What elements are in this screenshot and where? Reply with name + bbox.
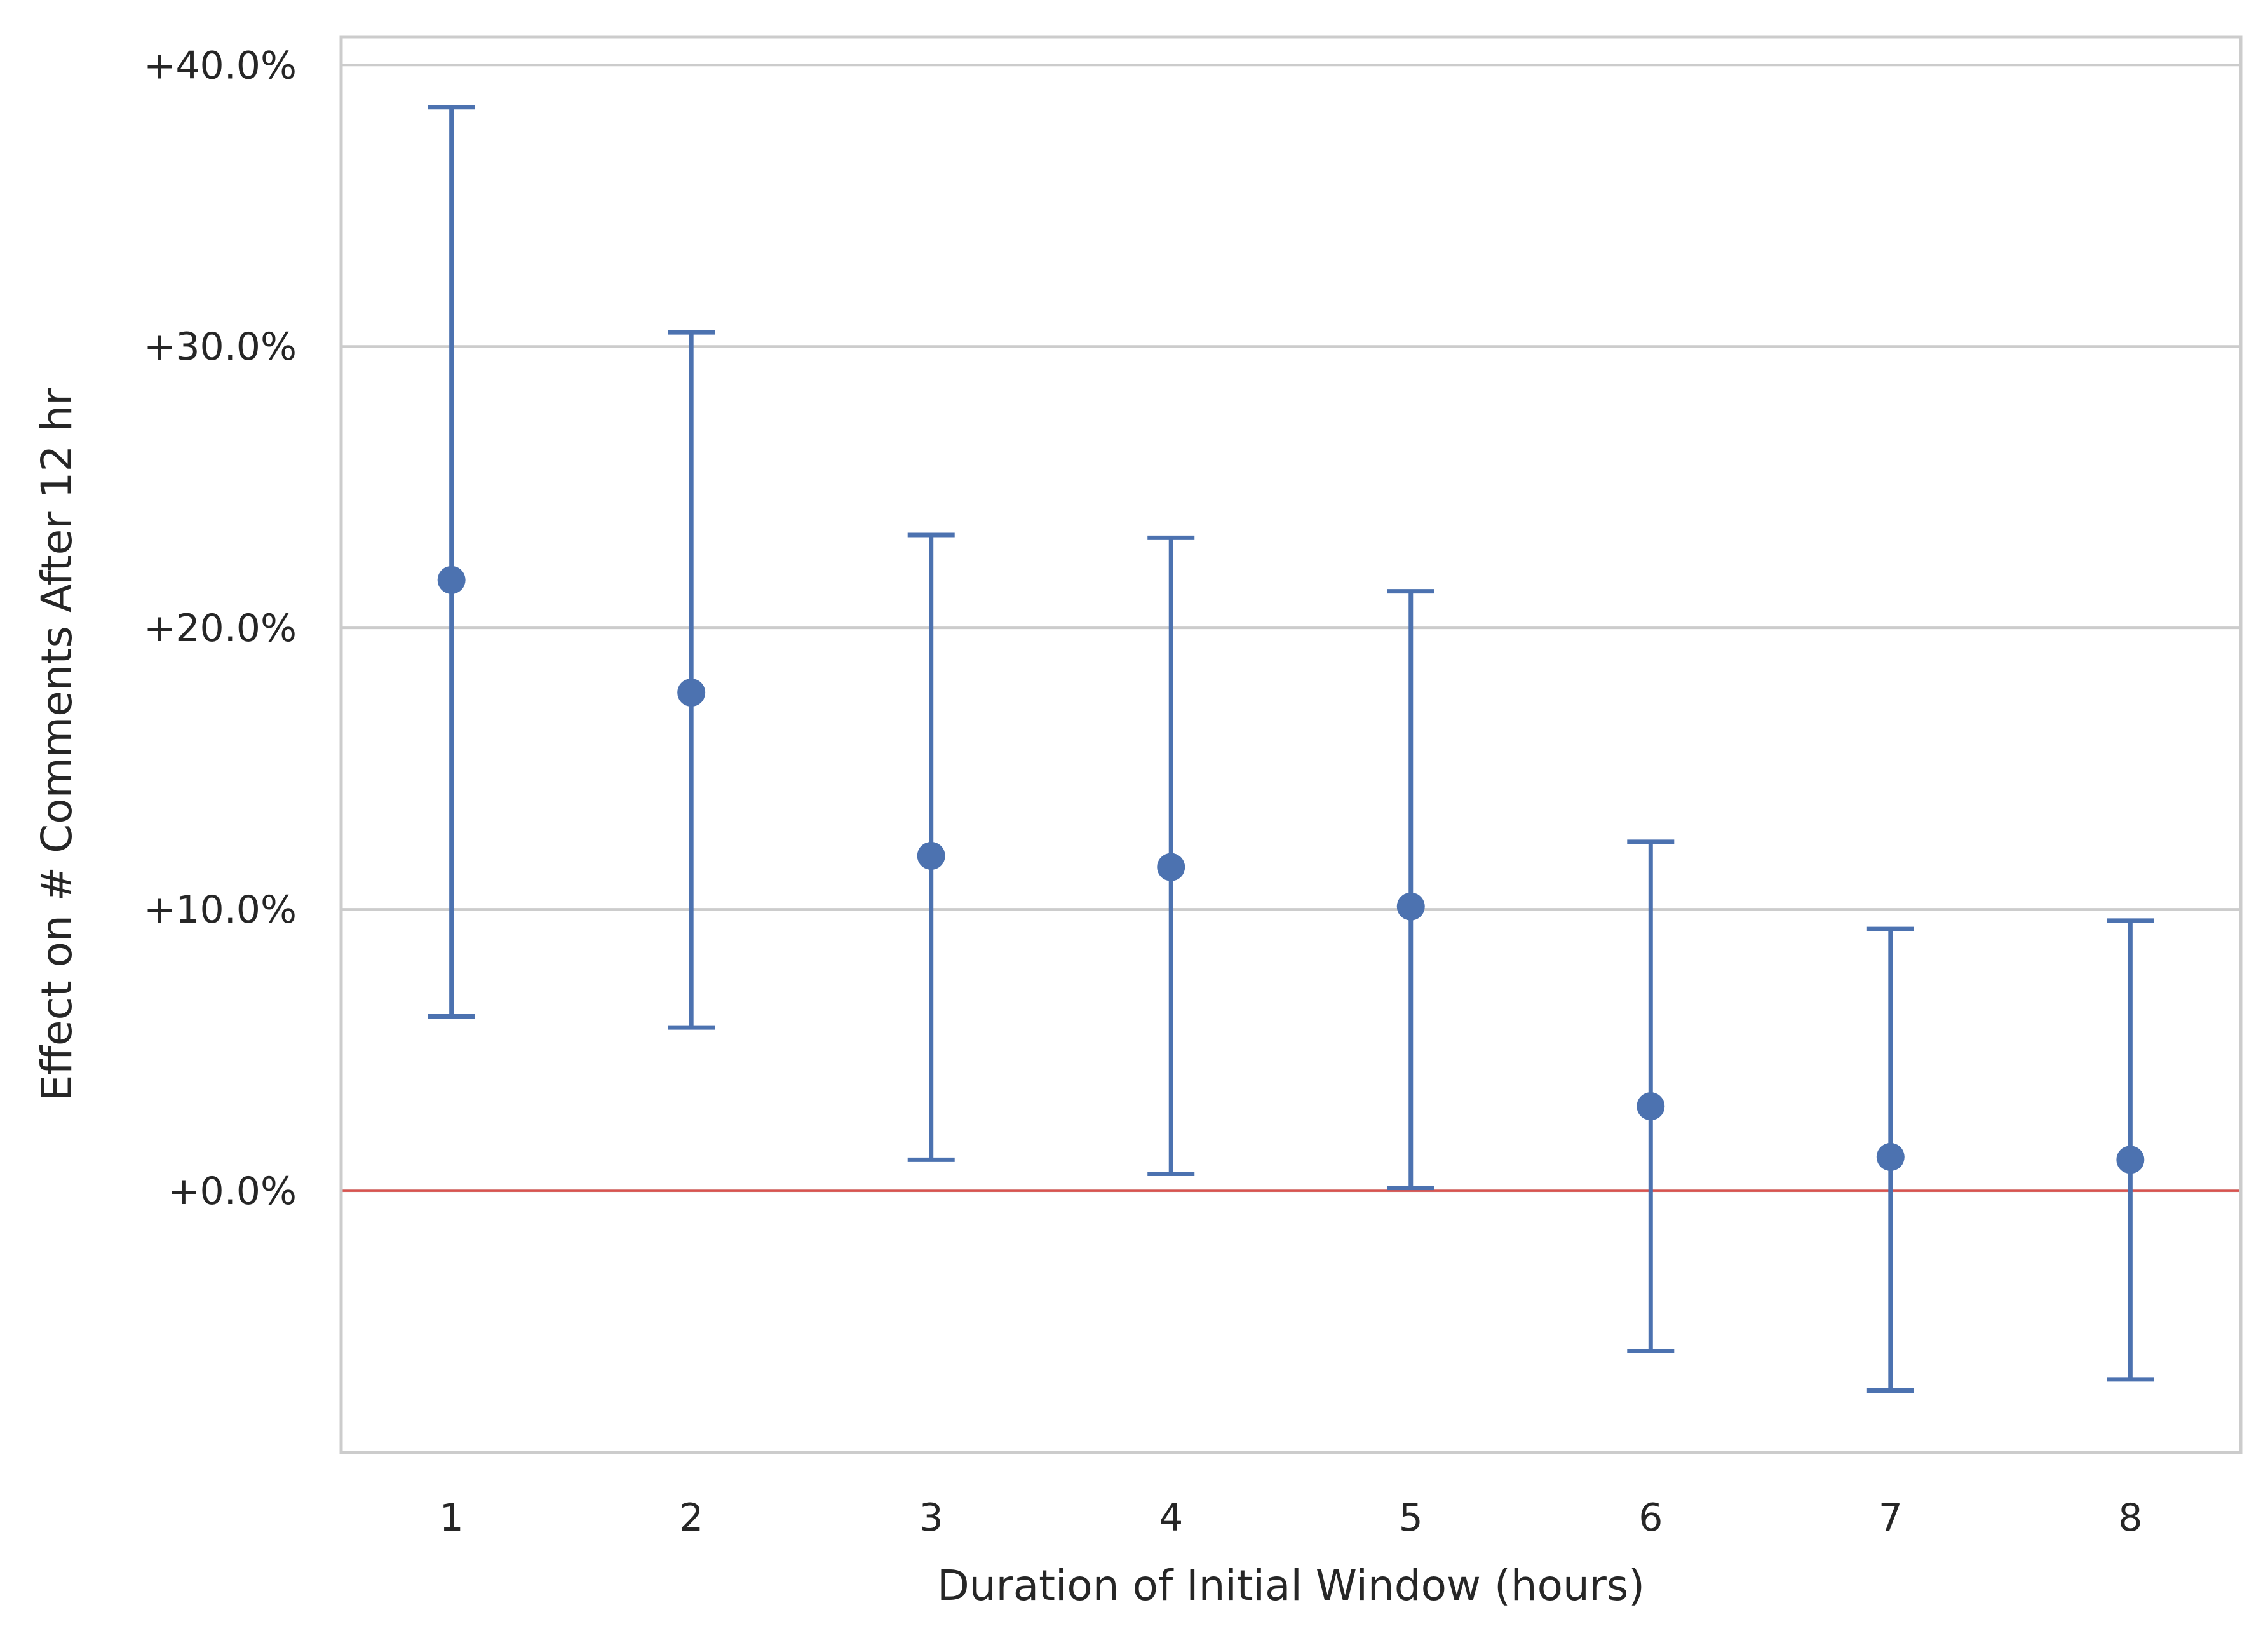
y-tick-label: +10.0% <box>144 888 297 932</box>
x-tick-label: 6 <box>1638 1496 1663 1540</box>
y-tick-label: +30.0% <box>144 325 297 369</box>
data-points <box>437 565 2145 1174</box>
y-axis-title: Effect on # Comments After 12 hr <box>32 388 81 1101</box>
data-point <box>2116 1146 2145 1174</box>
x-tick-label: 3 <box>919 1496 943 1540</box>
y-tick-label: +0.0% <box>168 1169 297 1214</box>
data-point <box>917 841 945 870</box>
plot-background <box>341 37 2241 1452</box>
x-tick-label: 8 <box>2118 1496 2142 1540</box>
x-tick-label: 2 <box>679 1496 703 1540</box>
plot-frame <box>339 35 2243 1454</box>
y-tick-label: +20.0% <box>144 606 297 651</box>
x-tick-labels: 1 2 3 4 5 6 7 8 <box>440 1496 2143 1540</box>
x-tick-label: 7 <box>1879 1496 1903 1540</box>
x-tick-label: 1 <box>440 1496 464 1540</box>
x-axis-title: Duration of Initial Window (hours) <box>937 1561 1645 1610</box>
x-tick-label: 4 <box>1159 1496 1183 1540</box>
data-point <box>1396 892 1425 921</box>
data-point <box>437 565 466 594</box>
data-point <box>1637 1092 1665 1121</box>
data-point <box>1876 1142 1905 1171</box>
x-tick-label: 5 <box>1399 1496 1423 1540</box>
data-point <box>677 679 706 707</box>
y-tick-label: +40.0% <box>144 43 297 88</box>
data-point <box>1157 853 1185 881</box>
y-tick-labels: +0.0% +10.0% +20.0% +30.0% +40.0% <box>144 43 297 1214</box>
